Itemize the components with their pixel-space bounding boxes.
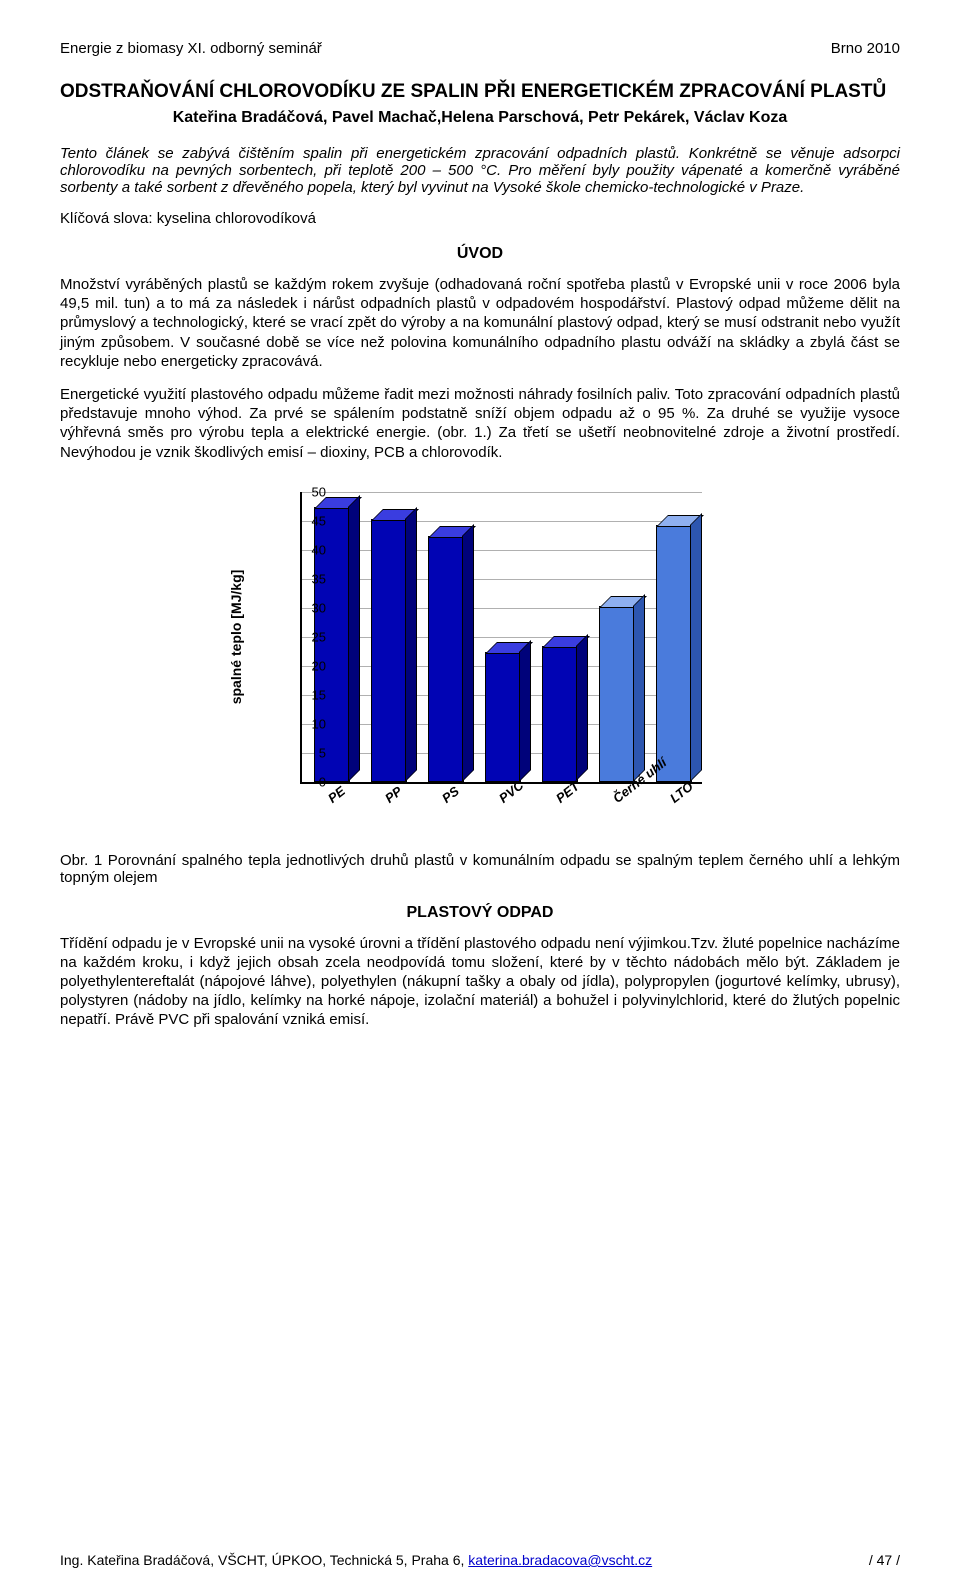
chart-y-tick: 0	[296, 774, 326, 789]
chart-y-tick: 25	[296, 629, 326, 644]
chart-y-tick: 15	[296, 687, 326, 702]
chart-bar	[485, 644, 529, 782]
chart-bar	[428, 528, 472, 782]
running-header: Energie z biomasy XI. odborný seminář Br…	[60, 40, 900, 57]
chart-y-tick: 30	[296, 600, 326, 615]
footer-email-link[interactable]: katerina.bradacova@vscht.cz	[468, 1552, 652, 1568]
chart-y-tick: 50	[296, 484, 326, 499]
figure-1-caption: Obr. 1 Porovnání spalného tepla jednotli…	[60, 852, 900, 886]
chart-x-tick: PP	[382, 783, 405, 805]
chart-bar	[371, 511, 415, 782]
chart-gridline	[302, 521, 702, 522]
chart-gridline	[302, 492, 702, 493]
footer-page-number: / 47 /	[869, 1552, 900, 1568]
paragraph: Třídění odpadu je v Evropské unii na vys…	[60, 934, 900, 1030]
keywords: Klíčová slova: kyselina chlorovodíková	[60, 210, 900, 227]
abstract: Tento článek se zabývá čištěním spalin p…	[60, 145, 900, 196]
chart-y-tick: 10	[296, 716, 326, 731]
chart-y-axis-label: spalné teplo [MJ/kg]	[228, 569, 244, 704]
chart-y-tick: 40	[296, 542, 326, 557]
chart-y-tick: 35	[296, 571, 326, 586]
chart-gridline	[302, 550, 702, 551]
section-heading-intro: ÚVOD	[60, 245, 900, 263]
figure-1: spalné teplo [MJ/kg] 0 5 10 15 20 25 30 35 40 45 5…	[60, 482, 900, 842]
paragraph: Energetické využití plastového odpadu mů…	[60, 385, 900, 462]
chart-y-tick: 45	[296, 513, 326, 528]
chart-y-tick: 5	[296, 745, 326, 760]
chart-bar	[542, 638, 586, 781]
chart-bar	[599, 598, 643, 782]
bar-chart: spalné teplo [MJ/kg] 0 5 10 15 20 25 30 35 40 45 5…	[230, 482, 730, 842]
page: Energie z biomasy XI. odborný seminář Br…	[0, 0, 960, 1592]
paragraph: Množství vyráběných plastů se každým rok…	[60, 275, 900, 371]
footer-left: Ing. Kateřina Bradáčová, VŠCHT, ÚPKOO, T…	[60, 1552, 652, 1568]
chart-plot-area	[300, 492, 702, 784]
authors-line: Kateřina Bradáčová, Pavel Machač,Helena …	[60, 109, 900, 127]
chart-y-tick: 20	[296, 658, 326, 673]
chart-gridline	[302, 579, 702, 580]
header-left: Energie z biomasy XI. odborný seminář	[60, 40, 322, 57]
chart-x-tick: PS	[439, 783, 462, 805]
footer-author-affil: Ing. Kateřina Bradáčová, VŠCHT, ÚPKOO, T…	[60, 1552, 468, 1568]
document-title: ODSTRAŇOVÁNÍ CHLOROVODÍKU ZE SPALIN PŘI …	[60, 81, 900, 103]
section-heading-waste: PLASTOVÝ ODPAD	[60, 904, 900, 922]
chart-bar	[656, 517, 700, 782]
header-right: Brno 2010	[831, 40, 900, 57]
page-footer: Ing. Kateřina Bradáčová, VŠCHT, ÚPKOO, T…	[60, 1552, 900, 1568]
chart-x-tick: PE	[325, 783, 348, 805]
